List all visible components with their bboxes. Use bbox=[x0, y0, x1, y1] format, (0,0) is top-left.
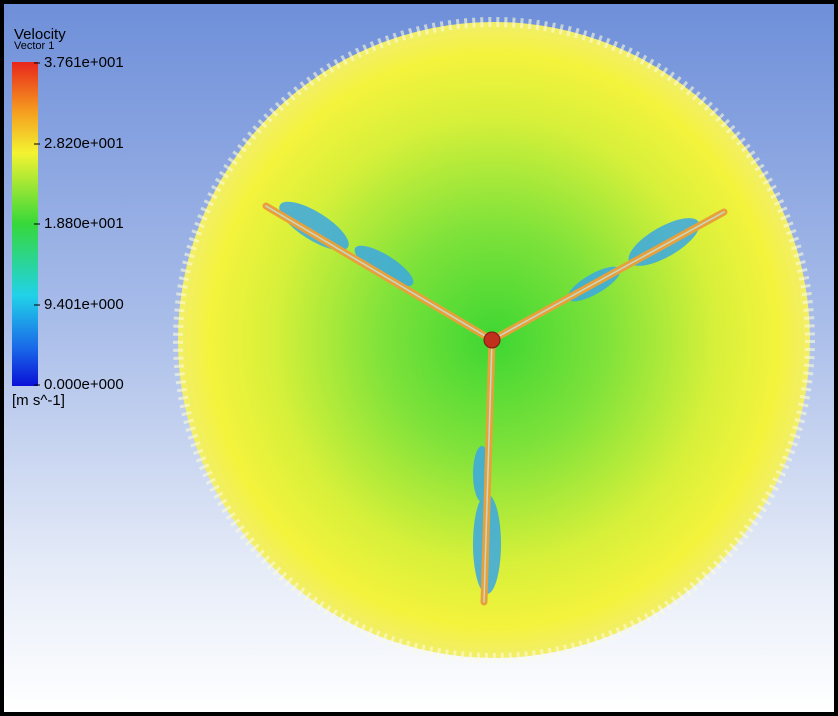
legend-unit: [m s^-1] bbox=[12, 392, 65, 409]
legend-tick: 2.820e+001 bbox=[44, 135, 124, 152]
contour-plot bbox=[4, 4, 834, 712]
viewport: Velocity Vector 1 3.761e+001 2.820e+001 … bbox=[0, 0, 838, 716]
legend-tick: 3.761e+001 bbox=[44, 54, 124, 71]
legend-tick: 1.880e+001 bbox=[44, 215, 124, 232]
legend-subtitle: Vector 1 bbox=[14, 40, 54, 52]
legend-tick: 9.401e+000 bbox=[44, 296, 124, 313]
page: Velocity Vector 1 3.761e+001 2.820e+001 … bbox=[0, 0, 838, 716]
legend-tick: 0.000e+000 bbox=[44, 376, 124, 393]
hub bbox=[484, 332, 500, 348]
